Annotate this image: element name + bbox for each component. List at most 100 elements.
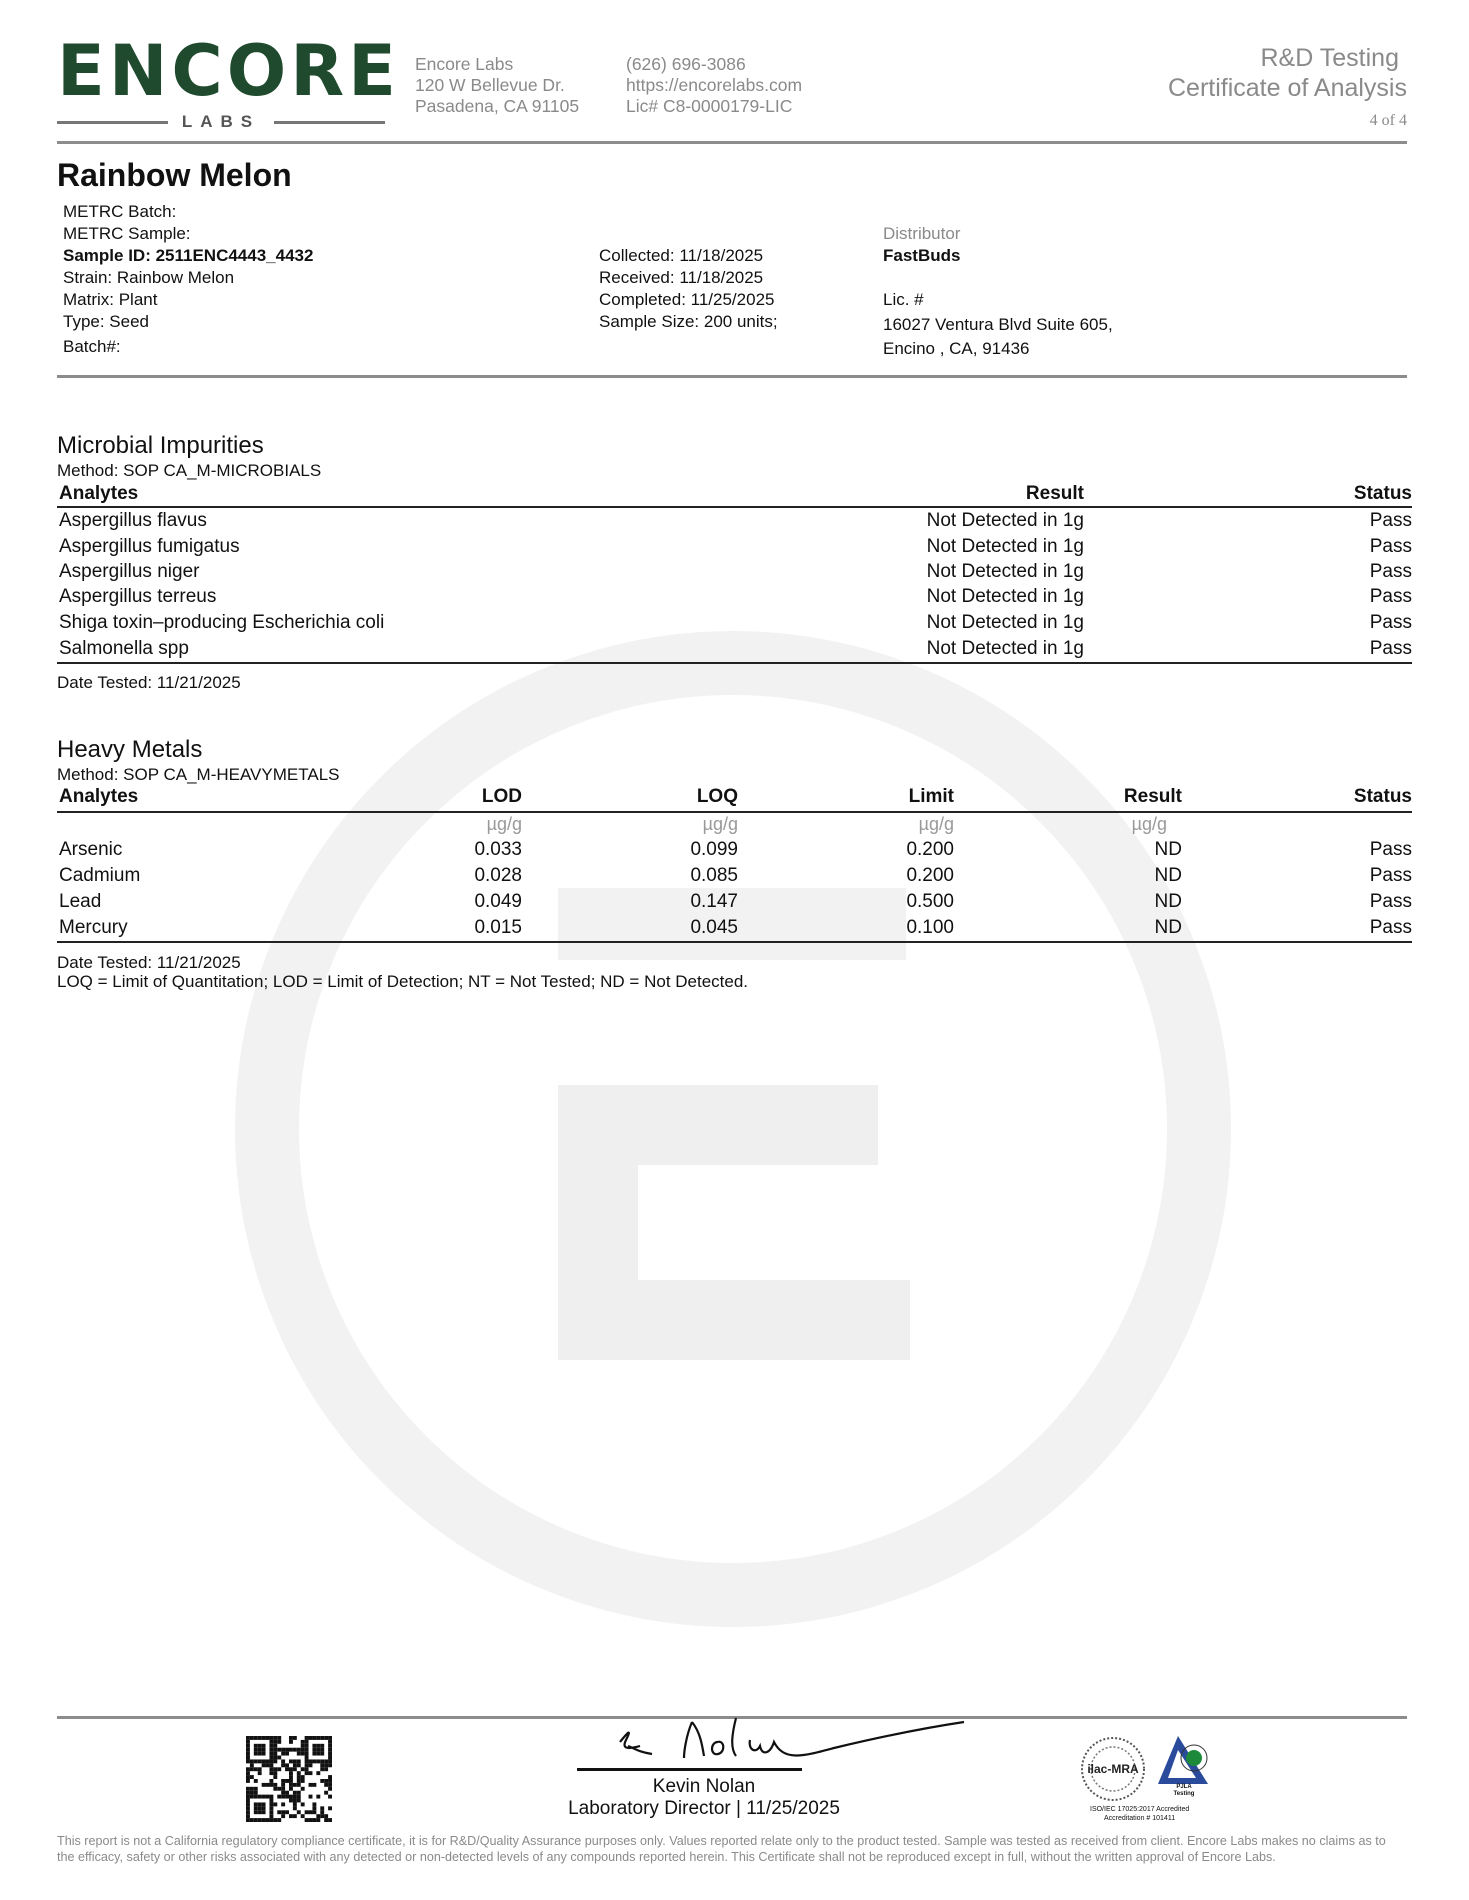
signature-line (577, 1768, 802, 1771)
analyte-name: Shiga toxin–producing Escherichia coli (59, 612, 385, 633)
lab-license: Lic# C8-0000179-LIC (626, 96, 793, 116)
table-row: Cadmium 0.028 0.085 0.200 ND Pass (59, 865, 1412, 889)
analyte-status: Pass (1369, 612, 1412, 633)
col-status: Status (1353, 483, 1412, 504)
pjla-text: PJLA Testing (1173, 1784, 1195, 1797)
distributor-license: Lic. # (883, 290, 924, 309)
analyte-status: Pass (1369, 536, 1412, 557)
lab-phone: (626) 696-3086 (626, 54, 746, 74)
table-row: Lead 0.049 0.147 0.500 ND Pass (59, 891, 1412, 915)
metal-limit: 0.200 (906, 839, 954, 860)
table-row: Arsenic 0.033 0.099 0.200 ND Pass (59, 839, 1412, 863)
metal-lod: 0.049 (474, 891, 522, 912)
metals-method: Method: SOP CA_M-HEAVYMETALS (57, 765, 340, 784)
analyte-result: Not Detected in 1g (926, 638, 1084, 659)
metal-result: ND (1154, 865, 1182, 886)
sample-id: Sample ID: 2511ENC4443_4432 (63, 246, 314, 265)
collected-date: Collected: 11/18/2025 (599, 246, 764, 265)
metrc-sample: METRC Sample: (63, 224, 191, 243)
sample-dates: Collected: 11/18/2025 Received: 11/18/20… (599, 245, 778, 333)
table-row: Salmonella spp Not Detected in 1g Pass (59, 638, 1412, 662)
signer-name: Kevin Nolan (652, 1776, 756, 1797)
metal-lod: 0.015 (474, 917, 522, 938)
metal-lod: 0.033 (474, 839, 522, 860)
microbial-title: Microbial Impurities (57, 432, 264, 459)
table-row: Aspergillus niger Not Detected in 1g Pass (59, 561, 1412, 585)
lab-street: 120 W Bellevue Dr. (415, 75, 565, 95)
qr-code[interactable] (245, 1736, 333, 1822)
metals-date-tested: Date Tested: 11/21/2025 (57, 953, 241, 972)
metal-analytes: Mercury (59, 917, 128, 938)
col-loq: LOQ (696, 786, 738, 807)
abbreviation-legend: LOQ = Limit of Quantitation; LOD = Limit… (57, 972, 749, 991)
lab-city: Pasadena, CA 91105 (415, 96, 580, 116)
col-lod: LOD (481, 786, 522, 807)
metal-limit: 0.500 (906, 891, 954, 912)
lab-contact: (626) 696-3086 https://encorelabs.com Li… (626, 54, 802, 117)
completed-date: Completed: 11/25/2025 (599, 290, 775, 309)
metal-status: Pass (1369, 891, 1412, 912)
metrc-batch: METRC Batch: (63, 202, 177, 221)
table-row: Mercury 0.015 0.045 0.100 ND Pass (59, 917, 1412, 941)
table-row: Aspergillus flavus Not Detected in 1g Pass (59, 510, 1412, 534)
unit-result: µg/g (1131, 814, 1167, 834)
pjla-emblem-icon (1158, 1736, 1208, 1784)
page-number: 4 of 4 (1369, 112, 1407, 129)
accreditation-number: Accreditation # 101411 (1104, 1815, 1176, 1822)
metal-status: Pass (1369, 839, 1412, 860)
logo-wordmark: ENCORE (57, 30, 400, 112)
lab-website[interactable]: https://encorelabs.com (626, 75, 803, 95)
metal-analytes: Arsenic (59, 839, 123, 860)
analyte-name: Salmonella spp (59, 638, 189, 659)
distributor-label: Distributor (883, 224, 961, 243)
metal-analytes: Lead (59, 891, 102, 912)
metal-result: ND (1154, 891, 1182, 912)
analyte-name: Aspergillus fumigatus (59, 536, 240, 557)
lab-address: Encore Labs 120 W Bellevue Dr. Pasadena,… (415, 54, 579, 117)
analyte-name: Aspergillus flavus (59, 510, 207, 531)
sample-info: METRC Batch: METRC Sample: Sample ID: 25… (63, 201, 313, 358)
disclaimer: This report is not a California regulato… (57, 1834, 1386, 1864)
signer-role: Laboratory Director | 11/25/2025 (568, 1798, 840, 1819)
metals-title: Heavy Metals (57, 736, 203, 763)
metal-loq: 0.147 (690, 891, 738, 912)
unit-loq: µg/g (702, 814, 738, 834)
type: Type: Seed (63, 312, 150, 331)
analyte-name: Aspergillus niger (59, 561, 200, 582)
batch-number: Batch#: (63, 337, 121, 356)
analyte-result: Not Detected in 1g (926, 510, 1084, 531)
metal-result: ND (1154, 917, 1182, 938)
analyte-status: Pass (1369, 510, 1412, 531)
report-type: R&D Testing (1260, 44, 1400, 72)
encore-logo: ENCORE LABS (57, 30, 400, 132)
analyte-result: Not Detected in 1g (926, 561, 1084, 582)
unit-limit: µg/g (918, 814, 954, 834)
analyte-status: Pass (1369, 561, 1412, 582)
metal-lod: 0.028 (474, 865, 522, 886)
metal-loq: 0.045 (690, 917, 738, 938)
col-analytes: Analytes (59, 786, 139, 807)
logo-subtext: LABS (181, 112, 261, 131)
col-limit: Limit (908, 786, 954, 807)
col-result: Result (1123, 786, 1182, 807)
metal-result: ND (1154, 839, 1182, 860)
iso-accreditation: ISO/IEC 17025:2017 Accredited (1090, 1806, 1190, 1813)
sample-size: Sample Size: 200 units; (599, 312, 778, 331)
metal-limit: 0.100 (906, 917, 954, 938)
distributor-address-line2: Encino , CA, 91436 (883, 339, 1030, 358)
table-row: Aspergillus terreus Not Detected in 1g Pas… (59, 586, 1412, 610)
col-result: Result (1025, 483, 1084, 504)
microbial-date-tested: Date Tested: 11/21/2025 (57, 673, 241, 692)
accreditation-logos: ilac-MRA PJLA Testing ISO/IEC 17025:2017… (1080, 1734, 1225, 1824)
matrix: Matrix: Plant (63, 290, 158, 309)
analyte-status: Pass (1369, 586, 1412, 607)
analyte-result: Not Detected in 1g (926, 586, 1084, 607)
lab-name: Encore Labs (415, 54, 514, 74)
table-row: Aspergillus fumigatus Not Detected in 1g P… (59, 536, 1412, 560)
metal-loq: 0.099 (690, 839, 738, 860)
analyte-status: Pass (1369, 638, 1412, 659)
microbial-method: Method: SOP CA_M-MICROBIALS (57, 461, 322, 480)
table-row: Shiga toxin–producing Escherichia coli No… (59, 612, 1412, 636)
metal-status: Pass (1369, 917, 1412, 938)
col-analytes: Analytes (59, 483, 139, 504)
